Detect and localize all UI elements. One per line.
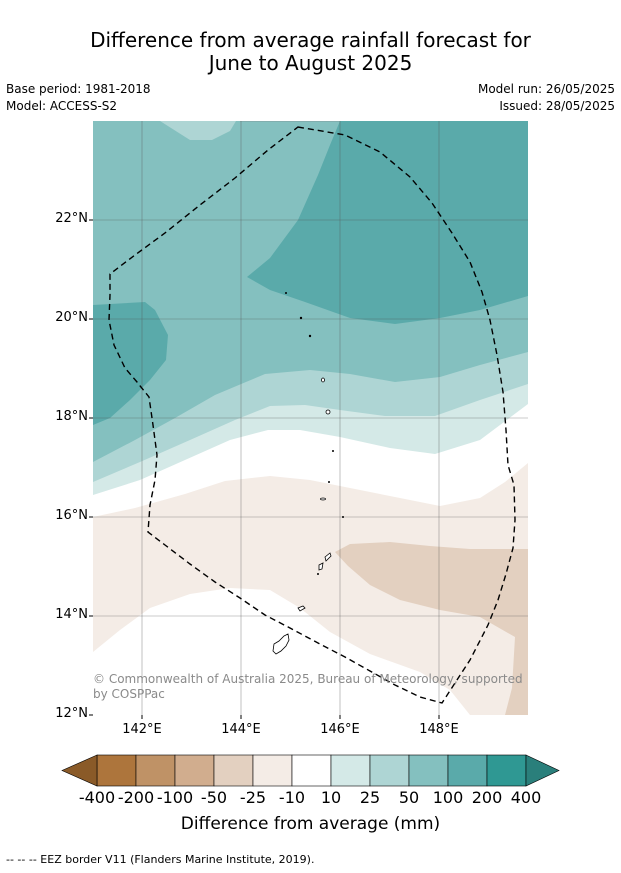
island-dot-4 <box>331 449 334 452</box>
island-dot-3 <box>284 291 287 294</box>
x-tick-148e: 148°E <box>419 722 459 737</box>
map-title-line2: June to August 2025 <box>208 51 413 75</box>
x-tick-142e: 142°E <box>122 722 162 737</box>
island-dot-2 <box>299 316 303 320</box>
island-dot-6 <box>341 516 344 519</box>
island-dot-1 <box>308 334 312 338</box>
colorbar-swatch <box>252 754 293 787</box>
colorbar-tick-label: -200 <box>117 788 155 807</box>
y-tick-16n: 16°N <box>55 508 88 523</box>
colorbar-swatch <box>135 754 176 787</box>
model-name: Model: ACCESS-S2 <box>6 99 118 113</box>
colorbar-swatch <box>213 754 254 787</box>
contour-minus-50-mm <box>335 542 528 715</box>
colorbar-tick-label: 100 <box>432 788 464 807</box>
contour-neutral-south-west <box>93 588 470 715</box>
copyright-notice: © Commonwealth of Australia 2025, Bureau… <box>93 672 523 701</box>
y-tick-20n: 20°N <box>55 310 88 325</box>
colorbar-swatch <box>291 754 332 787</box>
model-run: Model run: 26/05/2025 <box>477 82 615 96</box>
colorbar-tick-label: -50 <box>200 788 228 807</box>
island-guam <box>272 633 290 655</box>
colorbar-extend-high <box>525 754 560 787</box>
colorbar-tick-label: 50 <box>398 788 420 807</box>
colorbar-tick-label: 10 <box>320 788 342 807</box>
colorbar-swatch <box>330 754 371 787</box>
colorbar-tick-label: 200 <box>471 788 503 807</box>
island-saipan <box>324 552 332 562</box>
contour-50-mm-top <box>160 121 236 140</box>
island-dot-7 <box>316 573 319 576</box>
island-dot-5 <box>327 480 330 483</box>
island-pagan <box>325 409 331 415</box>
x-tick-144e: 144°E <box>221 722 261 737</box>
colorbar-tick-label: -10 <box>278 788 306 807</box>
colorbar-title: Difference from average (mm) <box>180 814 441 834</box>
colorbar-swatch <box>447 754 488 787</box>
islands <box>272 291 344 655</box>
base-period: Base period: 1981-2018 <box>6 82 151 96</box>
axis-tick-marks <box>89 219 440 719</box>
footer-eez-note: -- -- -- EEZ border V11 (Flanders Marine… <box>6 853 315 866</box>
colorbar-tick-label: -400 <box>78 788 116 807</box>
island-rota <box>297 605 306 612</box>
colorbar-swatch <box>174 754 215 787</box>
issued-date: Issued: 28/05/2025 <box>499 99 615 113</box>
colorbar-swatch <box>486 754 527 787</box>
colorbar-extend-low <box>61 754 98 787</box>
contour-200-mm-north-east <box>240 121 528 324</box>
colorbar-swatch <box>408 754 449 787</box>
map-title-line1: Difference from average rainfall forecas… <box>90 28 531 52</box>
colorbar-tick-label: -100 <box>156 788 194 807</box>
colorbar-swatch <box>96 754 137 787</box>
y-tick-18n: 18°N <box>55 409 88 424</box>
eez-border <box>108 126 516 704</box>
colorbar-tick-label: 25 <box>359 788 381 807</box>
island-agrihan <box>321 377 325 383</box>
y-tick-12n: 12°N <box>55 706 88 721</box>
island-anatahan <box>320 497 326 501</box>
colorbar-swatch <box>369 754 410 787</box>
colorbar-tick-label: -25 <box>239 788 267 807</box>
colorbar <box>61 754 560 787</box>
map-gridlines <box>93 121 528 715</box>
x-tick-146e: 146°E <box>320 722 360 737</box>
y-tick-22n: 22°N <box>55 211 88 226</box>
colorbar-tick-label: 400 <box>510 788 542 807</box>
contour-200-mm-west <box>93 302 168 425</box>
island-tinian <box>318 562 324 571</box>
y-tick-14n: 14°N <box>55 607 88 622</box>
